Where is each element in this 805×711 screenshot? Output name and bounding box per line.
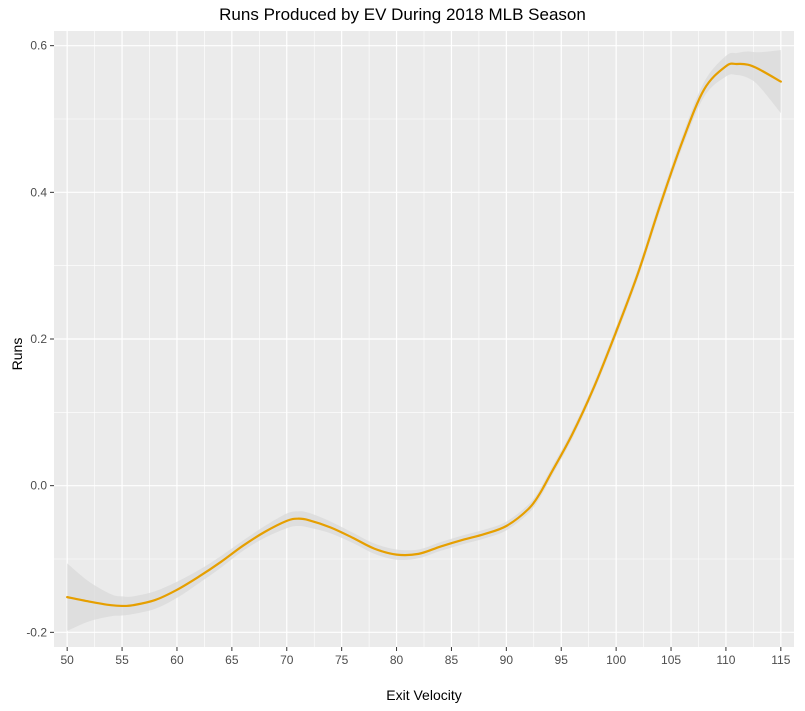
y-tick-label: 0.6 xyxy=(30,39,47,53)
chart-title: Runs Produced by EV During 2018 MLB Seas… xyxy=(219,5,586,24)
x-tick-label: 110 xyxy=(716,653,735,667)
x-tick-label: 50 xyxy=(60,653,74,667)
x-tick-label: 100 xyxy=(606,653,626,667)
y-tick-label: 0.2 xyxy=(30,332,47,346)
y-tick-label: 0.0 xyxy=(30,479,47,493)
y-axis: -0.2 0.0 0.2 0.4 0.6 xyxy=(26,39,54,639)
y-tick-label: 0.4 xyxy=(30,185,47,199)
major-gridlines xyxy=(54,31,794,647)
x-tick-label: 85 xyxy=(445,653,459,667)
x-tick-label: 105 xyxy=(661,653,681,667)
x-tick-label: 65 xyxy=(225,653,239,667)
x-tick-label: 60 xyxy=(170,653,184,667)
x-tick-label: 115 xyxy=(771,653,790,667)
x-tick-label: 80 xyxy=(390,653,404,667)
y-tick-label: -0.2 xyxy=(26,625,47,639)
x-tick-label: 90 xyxy=(500,653,514,667)
x-tick-label: 55 xyxy=(115,653,129,667)
x-tick-label: 75 xyxy=(335,653,349,667)
x-axis: 50 55 60 65 70 75 80 85 90 95 100 105 110 115 xyxy=(60,647,791,667)
smoothed-line xyxy=(66,62,782,608)
x-tick-label: 70 xyxy=(280,653,294,667)
y-axis-title: Runs xyxy=(9,338,25,371)
x-tick-label: 95 xyxy=(555,653,569,667)
x-axis-title: Exit Velocity xyxy=(386,687,461,703)
